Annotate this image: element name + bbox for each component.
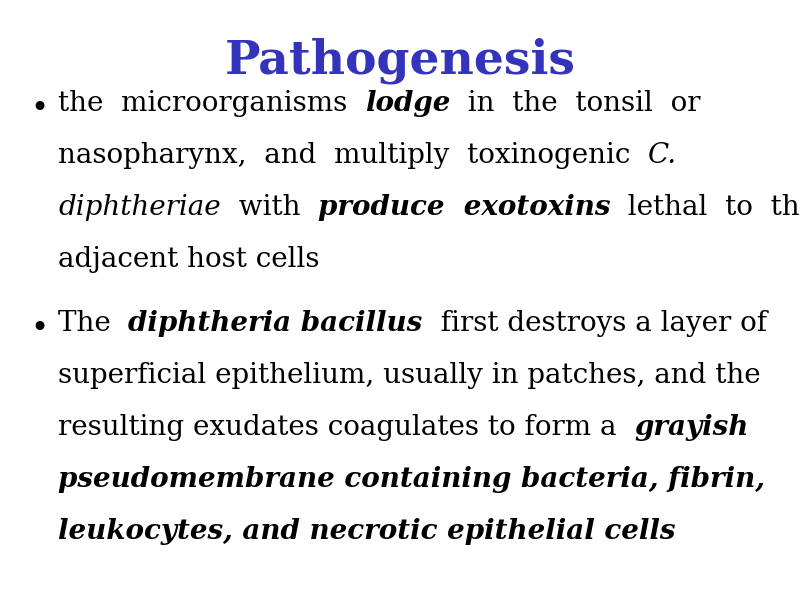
- Text: C.: C.: [648, 142, 678, 169]
- Text: nasopharynx,  and  multiply  toxinogenic: nasopharynx, and multiply toxinogenic: [58, 142, 648, 169]
- Text: first destroys a layer of: first destroys a layer of: [422, 310, 767, 337]
- Text: resulting exudates coagulates to form a: resulting exudates coagulates to form a: [58, 414, 634, 441]
- Text: diphtheriae: diphtheriae: [58, 194, 221, 221]
- Text: •: •: [30, 94, 48, 125]
- Text: Pathogenesis: Pathogenesis: [225, 38, 575, 85]
- Text: produce  exotoxins: produce exotoxins: [318, 194, 610, 221]
- Text: The: The: [58, 310, 129, 337]
- Text: lodge: lodge: [365, 90, 450, 117]
- Text: the  microorganisms: the microorganisms: [58, 90, 365, 117]
- Text: with: with: [221, 194, 318, 221]
- Text: adjacent host cells: adjacent host cells: [58, 246, 319, 273]
- Text: •: •: [30, 314, 48, 345]
- Text: leukocytes, and necrotic epithelial cells: leukocytes, and necrotic epithelial cell…: [58, 518, 675, 545]
- Text: superficial epithelium, usually in patches, and the: superficial epithelium, usually in patch…: [58, 362, 761, 389]
- Text: in  the  tonsil  or: in the tonsil or: [450, 90, 701, 117]
- Text: diphtheria bacillus: diphtheria bacillus: [129, 310, 422, 337]
- Text: pseudomembrane containing bacteria, fibrin,: pseudomembrane containing bacteria, fibr…: [58, 466, 765, 493]
- Text: grayish: grayish: [634, 414, 749, 441]
- Text: lethal  to  the: lethal to the: [610, 194, 800, 221]
